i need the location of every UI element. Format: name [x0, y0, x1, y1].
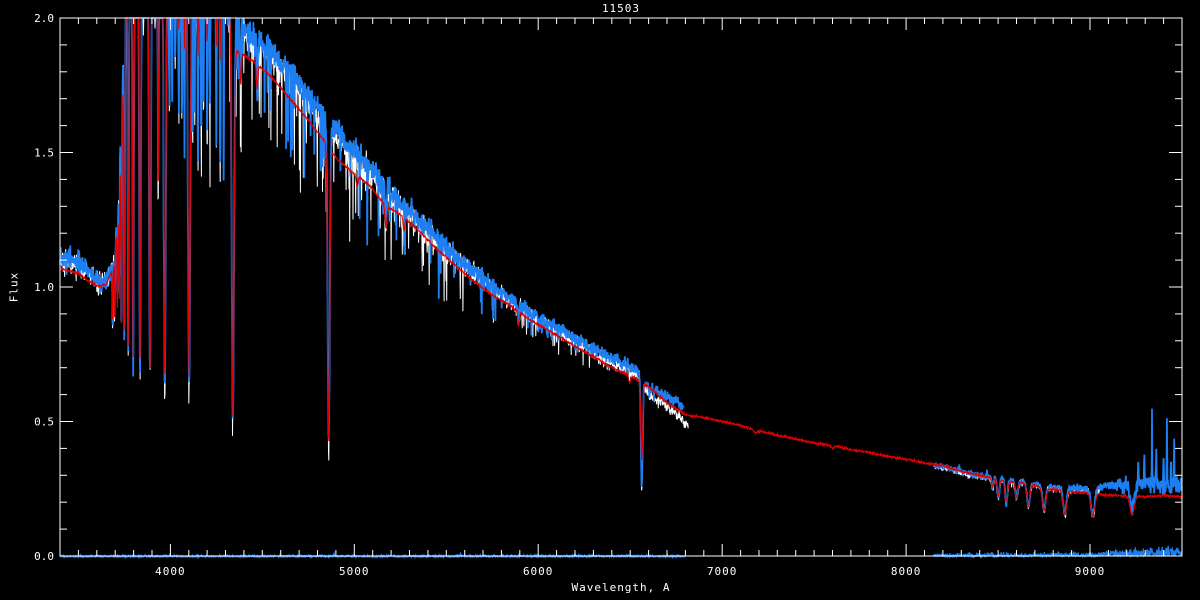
x-tick-label: 8000: [891, 565, 922, 578]
x-tick-label: 6000: [523, 565, 554, 578]
observed-spectrum: [59, 17, 689, 491]
y-tick-label: 2.0: [34, 12, 54, 25]
y-tick-label: 0.5: [34, 416, 54, 429]
x-tick-label: 9000: [1075, 565, 1106, 578]
x-tick-label: 4000: [155, 565, 186, 578]
model-spectrum: [59, 17, 1182, 519]
y-tick-label: 1.0: [34, 281, 54, 294]
y-tick-label: 0.0: [34, 550, 54, 563]
chart-title: 11503: [601, 2, 641, 15]
plot-border: [59, 17, 1183, 557]
overlay-spectrum: [59, 17, 685, 487]
x-tick-label: 7000: [707, 565, 738, 578]
x-axis-label: Wavelength, A: [571, 581, 671, 594]
noise-floor-spectrum: [932, 545, 1183, 560]
y-tick-label: 1.5: [34, 147, 54, 160]
x-tick-label: 5000: [339, 565, 370, 578]
y-axis-label: Flux: [7, 271, 21, 303]
overlay-spectrum: [932, 408, 1183, 517]
